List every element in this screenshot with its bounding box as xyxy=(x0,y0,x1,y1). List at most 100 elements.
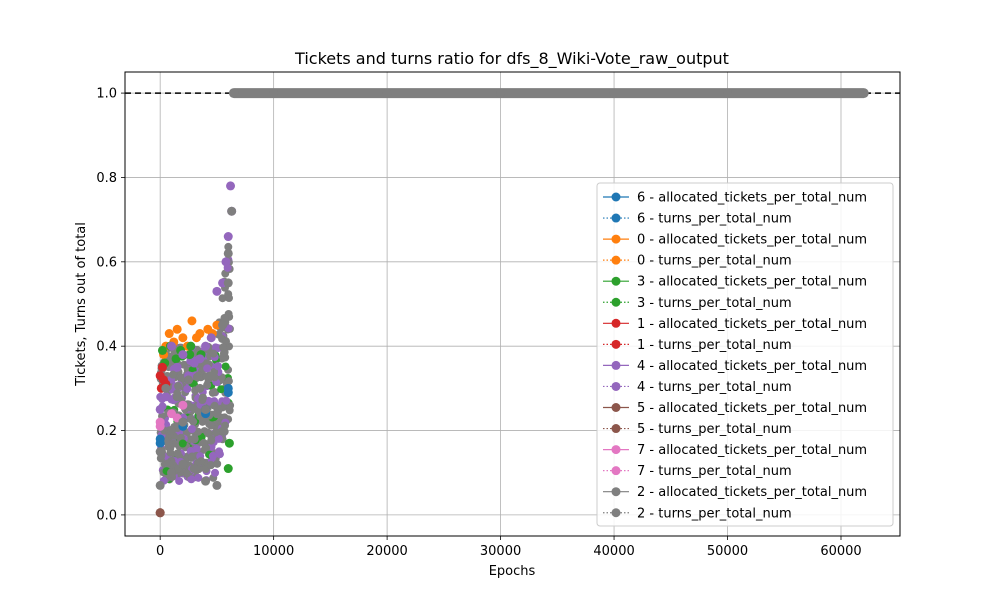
cluster-point xyxy=(221,421,230,430)
series-14-point-2 xyxy=(167,468,177,478)
series-7-point-1 xyxy=(159,375,169,385)
series-9-point-4 xyxy=(206,333,216,343)
cluster-point xyxy=(203,428,212,437)
y-tick-label-3: 0.6 xyxy=(96,255,117,270)
series-3-point-3 xyxy=(191,333,201,343)
legend-entry-15: 2 - turns_per_total_num xyxy=(637,506,792,521)
cluster-point xyxy=(180,360,189,369)
cluster-point xyxy=(194,473,203,482)
series-4-point-3 xyxy=(186,341,196,351)
series-9-point-3 xyxy=(195,354,205,364)
cluster-point xyxy=(209,349,218,358)
legend-entry-2: 0 - allocated_tickets_per_total_num xyxy=(637,233,867,248)
legend-entry-1: 6 - turns_per_total_num xyxy=(637,212,792,227)
cluster-point xyxy=(222,396,231,405)
series-5-point-2 xyxy=(185,350,195,360)
series-8-point-0 xyxy=(155,404,165,414)
y-tick-label-1: 0.2 xyxy=(96,424,117,439)
series-14-point-5 xyxy=(184,375,194,385)
legend-swatch-marker-7 xyxy=(611,339,621,349)
y-axis-label: Tickets, Turns out of total xyxy=(74,222,89,387)
series-15-point-1 xyxy=(167,426,177,436)
series-15-point-7 xyxy=(229,88,239,98)
series-14-point-10 xyxy=(212,480,222,490)
series-15-point-0 xyxy=(155,447,165,457)
series-8-point-4 xyxy=(201,341,211,351)
x-axis-ticks: 0 10000 20000 30000 40000 50000 60000 xyxy=(156,536,862,559)
series-6-point-1 xyxy=(157,362,167,372)
cluster-point xyxy=(175,476,184,485)
series-14-point-16 xyxy=(382,88,392,98)
cluster-point xyxy=(173,449,182,458)
legend-swatch-marker-9 xyxy=(611,381,621,391)
series-4-point-0 xyxy=(157,345,167,355)
cluster-point xyxy=(218,294,227,303)
legend: 6 - allocated_tickets_per_total_num 6 - t… xyxy=(596,182,894,527)
legend-swatch-marker-10 xyxy=(611,403,621,412)
series-8-point-8 xyxy=(226,181,236,191)
legend-entry-4: 3 - allocated_tickets_per_total_num xyxy=(637,275,867,290)
y-tick-label-5: 1.0 xyxy=(96,87,117,102)
x-tick-label-6: 60000 xyxy=(820,544,861,559)
cluster-point xyxy=(212,428,221,437)
legend-swatch-marker-6 xyxy=(611,318,621,328)
chart-title: Tickets and turns ratio for dfs_8_Wiki-V… xyxy=(294,49,729,69)
cluster-point xyxy=(189,417,198,426)
legend-entry-11: 5 - turns_per_total_num xyxy=(637,422,792,437)
cluster-point xyxy=(224,377,233,386)
series-2-point-1 xyxy=(164,329,174,339)
legend-entry-7: 1 - turns_per_total_num xyxy=(637,338,792,353)
x-axis-label: Epochs xyxy=(489,564,536,579)
series-15-point-5 xyxy=(212,409,222,419)
cluster-point xyxy=(208,451,217,460)
cluster-point xyxy=(166,448,175,457)
legend-entry-10: 5 - allocated_tickets_per_total_num xyxy=(637,401,867,416)
x-tick-label-3: 30000 xyxy=(480,544,521,559)
cluster-point xyxy=(199,439,208,448)
x-tick-label-2: 20000 xyxy=(366,544,407,559)
series-9-point-5 xyxy=(221,257,231,267)
series-8-point-7 xyxy=(223,232,233,242)
y-tick-label-4: 0.8 xyxy=(96,171,117,186)
legend-swatch-marker-15 xyxy=(611,508,621,518)
cluster-point xyxy=(203,380,212,389)
series-14-point-8 xyxy=(201,476,211,486)
data-marks xyxy=(155,88,869,518)
series-4-point-5 xyxy=(223,464,233,474)
series-1-point-0 xyxy=(155,438,165,448)
series-14-point-15 xyxy=(269,88,279,98)
legend-swatch-marker-11 xyxy=(611,424,621,434)
cluster-point xyxy=(214,362,223,371)
series-14-point-1 xyxy=(161,383,171,393)
cluster-point xyxy=(188,452,197,461)
x-tick-label-5: 50000 xyxy=(707,544,748,559)
series-5-point-3 xyxy=(224,438,234,448)
cluster-point xyxy=(224,290,233,299)
series-2-point-2 xyxy=(172,324,182,334)
series-15-point-4 xyxy=(201,404,211,414)
cluster-point xyxy=(217,385,226,394)
legend-swatch-marker-12 xyxy=(611,445,621,455)
cluster-point xyxy=(168,370,177,379)
legend-swatch-marker-0 xyxy=(611,192,621,202)
series-15-point-6 xyxy=(223,278,233,288)
y-tick-label-0: 0.0 xyxy=(96,508,117,523)
x-tick-label-0: 0 xyxy=(156,544,164,559)
legend-swatch-marker-1 xyxy=(611,213,621,223)
series-8-point-2 xyxy=(178,350,188,360)
legend-entry-13: 7 - turns_per_total_num xyxy=(637,464,792,479)
cluster-point xyxy=(206,461,215,470)
legend-entry-14: 2 - allocated_tickets_per_total_num xyxy=(637,485,867,500)
series-5-point-1 xyxy=(171,354,181,364)
legend-entry-3: 0 - turns_per_total_num xyxy=(637,254,792,269)
legend-swatch-marker-14 xyxy=(611,487,621,497)
series-12-point-2 xyxy=(178,400,188,410)
series-14-point-6 xyxy=(189,464,199,474)
legend-swatch-marker-2 xyxy=(611,234,621,244)
cluster-point xyxy=(206,421,215,430)
legend-swatch-marker-13 xyxy=(611,466,621,476)
cluster-point xyxy=(220,427,229,436)
cluster-point xyxy=(183,384,192,393)
